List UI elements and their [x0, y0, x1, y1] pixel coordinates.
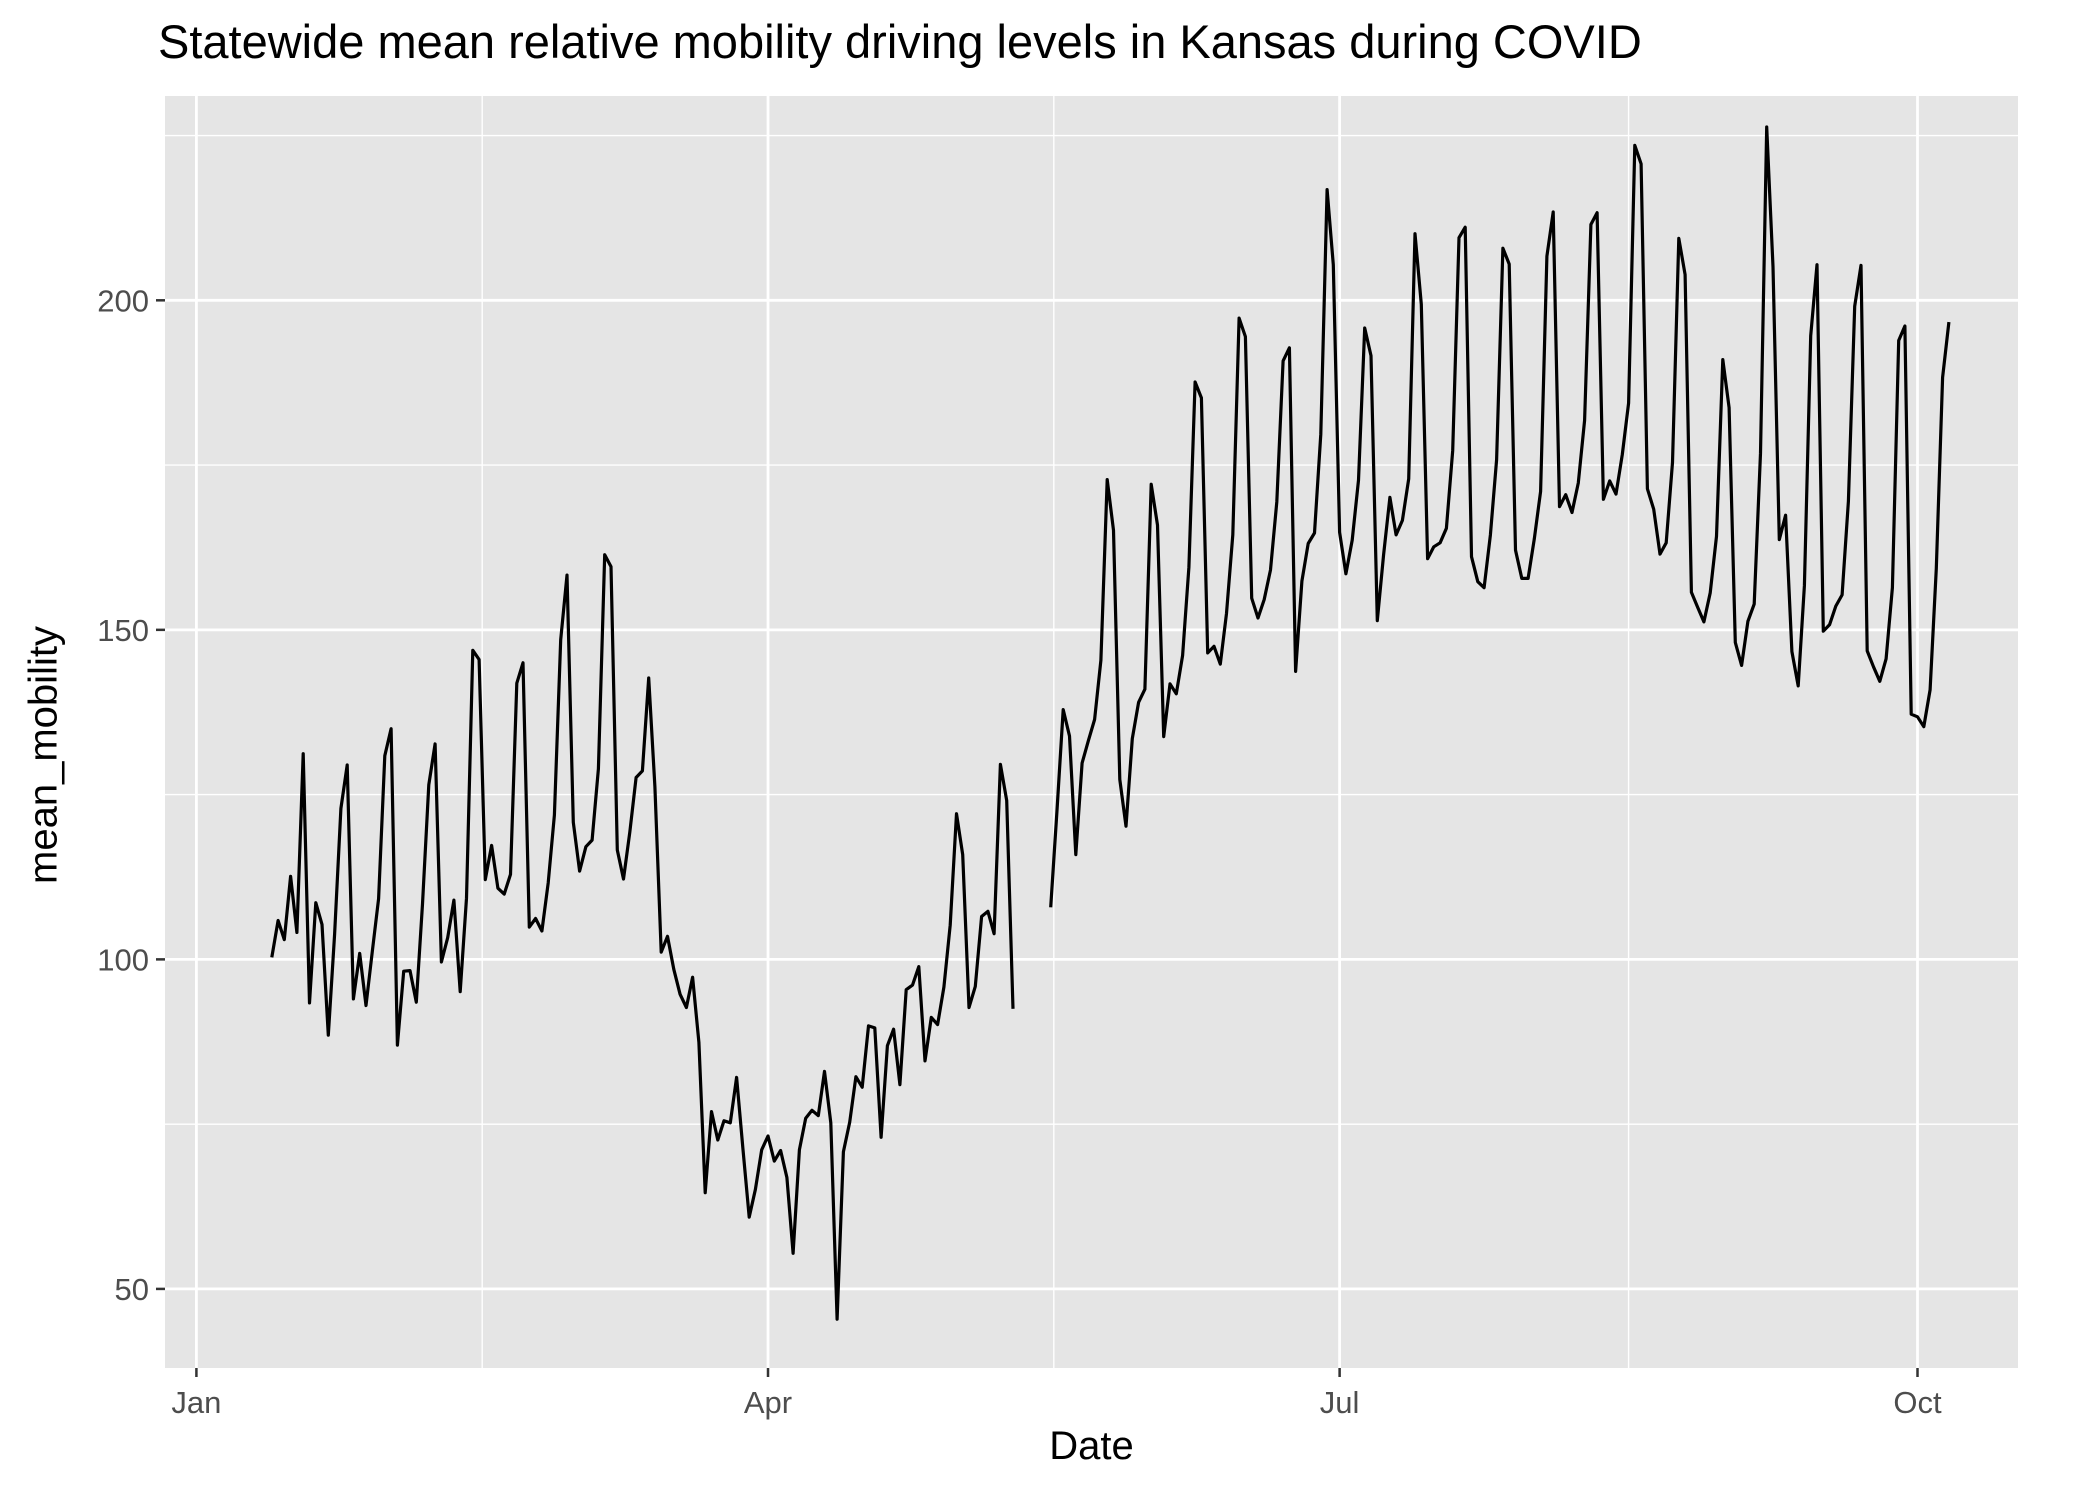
- x-tick-label: Jan: [171, 1385, 221, 1420]
- series-line: [270, 553, 1015, 1321]
- y-tick-label: 100: [97, 942, 149, 977]
- series-line: [1049, 125, 1951, 908]
- y-tick-label: 50: [115, 1272, 149, 1307]
- x-tick-label: Jul: [1320, 1385, 1360, 1420]
- y-tick-label: 200: [97, 283, 149, 318]
- x-axis-label: Date: [1049, 1424, 1134, 1468]
- y-tick-label: 150: [97, 613, 149, 648]
- x-tick-label: Apr: [744, 1385, 792, 1420]
- x-tick-label: Oct: [1893, 1385, 1942, 1420]
- chart-title: Statewide mean relative mobility driving…: [158, 15, 1642, 68]
